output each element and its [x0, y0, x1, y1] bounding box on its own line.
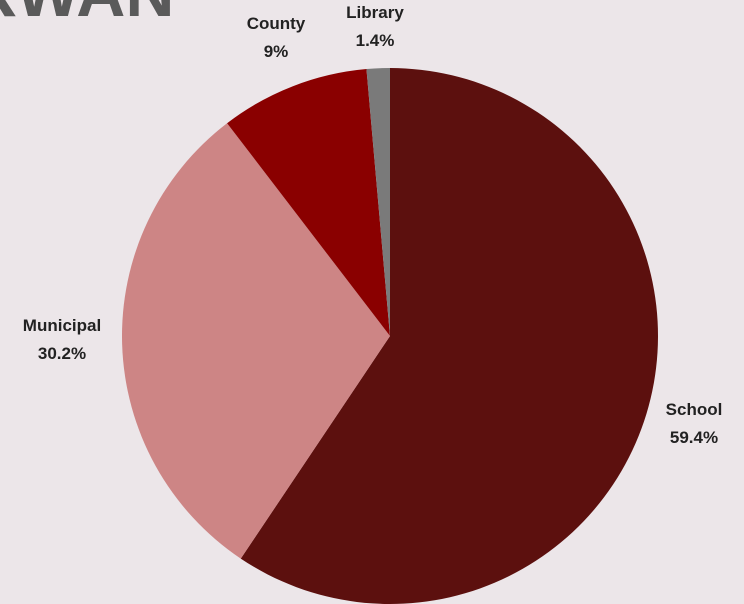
slice-name-label-county: County: [247, 14, 306, 33]
slice-name-label-school: School: [666, 400, 723, 419]
slice-value-label-municipal: 30.2%: [38, 344, 86, 363]
pie-slice-school: [240, 68, 659, 604]
slice-labels: School 59.4% Municipal 30.2% County 9% Library…: [23, 3, 723, 447]
slice-value-label-county: 9%: [264, 42, 289, 61]
watermark-text: RWAN: [0, 0, 175, 31]
slice-name-label-municipal: Municipal: [23, 316, 101, 335]
pie-slice-municipal: [121, 123, 391, 559]
pie-slice-county: [227, 69, 390, 336]
pie-slice-library: [366, 68, 390, 336]
slice-name-label-library: Library: [346, 3, 404, 22]
slice-value-label-library: 1.4%: [356, 31, 395, 50]
pie-slices: [121, 68, 659, 604]
slice-value-label-school: 59.4%: [670, 428, 718, 447]
